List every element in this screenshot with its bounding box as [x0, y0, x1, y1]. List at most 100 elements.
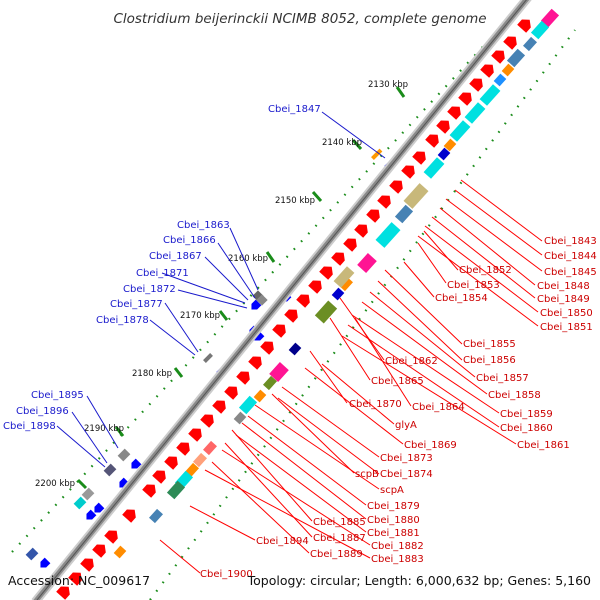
gene-label: scpA	[380, 485, 404, 496]
forward-gene-arrow	[122, 505, 140, 523]
gene-label: Cbei_1856	[463, 355, 516, 366]
gene-label: Cbei_1879	[367, 501, 420, 512]
gene-label: Cbei_1866	[163, 235, 216, 246]
gene-block	[339, 276, 353, 292]
gene-label: Cbei_1894	[256, 536, 309, 547]
forward-gene-arrow	[260, 337, 278, 355]
reverse-gene-arrow	[83, 509, 97, 523]
gene-block	[501, 63, 515, 77]
gene-label: Cbei_1869	[404, 440, 457, 451]
forward-gene-arrow	[152, 466, 170, 484]
gene-label: Cbei_1857	[476, 373, 529, 384]
gene-label: Cbei_1849	[537, 294, 590, 305]
gene-label: Cbei_1867	[149, 251, 202, 262]
forward-gene-arrow	[366, 205, 384, 223]
forward-gene-arrow	[517, 15, 535, 33]
gene-label: Cbei_1865	[371, 376, 424, 387]
gene-label: Cbei_1852	[459, 265, 512, 276]
forward-gene-arrow	[447, 102, 465, 120]
map-title: Clostridium beijerinckii NCIMB 8052, com…	[113, 11, 486, 27]
gene-block	[540, 8, 560, 28]
gene-label: Cbei_1862	[385, 356, 438, 367]
forward-gene-arrow	[272, 320, 290, 338]
gene-block	[449, 120, 471, 142]
gene-block	[193, 452, 207, 468]
gene-label: scpB	[355, 469, 379, 480]
gene-label: Cbei_1859	[500, 409, 553, 420]
forward-gene-arrow	[142, 480, 160, 498]
gene-block	[263, 375, 277, 391]
gene-block	[113, 545, 127, 559]
forward-gene-arrow	[458, 88, 476, 106]
gene-block	[233, 411, 247, 425]
forward-gene-arrow	[331, 248, 349, 266]
forward-gene-arrow	[412, 147, 430, 165]
forward-gene-arrow	[354, 220, 372, 238]
gene-block	[530, 20, 550, 40]
kbp-2200-label: 2200 kbp	[35, 479, 75, 489]
gene-block	[443, 138, 457, 152]
gene-block	[288, 342, 302, 356]
gene-block	[73, 496, 87, 510]
forward-gene-arrow	[436, 116, 454, 134]
forward-gene-arrow	[284, 305, 302, 323]
gene-block	[25, 547, 39, 561]
gene-label: Cbei_1885	[313, 517, 366, 528]
gene-block	[203, 353, 213, 363]
forward-gene-arrow	[343, 234, 361, 252]
forward-gene-arrow	[236, 367, 254, 385]
gene-block	[269, 362, 289, 382]
gene-block	[203, 440, 217, 456]
gene-block	[117, 448, 131, 462]
forward-gene-arrow	[164, 452, 182, 470]
reverse-gene-arrow	[37, 557, 51, 571]
gene-label: Cbei_1883	[371, 554, 424, 565]
gene-label: Cbei_1871	[136, 268, 189, 279]
gene-label: Cbei_1881	[367, 528, 420, 539]
gene-label: Cbei_1858	[488, 390, 541, 401]
gene-label: Cbei_1853	[447, 280, 500, 291]
gene-block	[81, 487, 95, 501]
kbp-2140-label: 2140 kbp	[322, 138, 362, 148]
gene-block	[314, 300, 338, 324]
gene-block	[523, 36, 537, 52]
forward-strand-features	[56, 8, 560, 600]
gene-label: Cbei_1848	[537, 281, 590, 292]
forward-gene-arrow	[248, 352, 266, 370]
gene-label: Cbei_1850	[540, 308, 593, 319]
red-gene-labels: Cbei_1843 Cbei_1844 Cbei_1845 Cbei_1852 …	[200, 236, 597, 580]
kbp-2180-label: 2180 kbp	[132, 369, 172, 379]
forward-gene-arrow	[200, 410, 218, 428]
gene-block	[493, 73, 507, 87]
gene-label: Cbei_1851	[540, 322, 593, 333]
kbp-tick-labels: 2130 kbp 2140 kbp 2150 kbp 2160 kbp 2170…	[35, 80, 408, 489]
gene-block	[331, 287, 345, 301]
gene-block	[506, 48, 526, 68]
gene-label: Cbei_1864	[412, 402, 465, 413]
forward-gene-arrow	[480, 60, 498, 78]
gene-label: Cbei_1874	[380, 469, 433, 480]
forward-gene-arrow	[503, 32, 521, 50]
forward-gene-arrow	[176, 438, 194, 456]
gene-block	[423, 157, 445, 179]
gene-label: Cbei_1860	[500, 423, 553, 434]
forward-gene-arrow	[425, 130, 443, 148]
forward-gene-arrow	[319, 262, 337, 280]
gene-block	[403, 183, 429, 209]
forward-gene-arrow	[104, 526, 122, 544]
gene-block	[437, 147, 451, 161]
gene-label: Cbei_1844	[544, 251, 597, 262]
gene-label: Cbei_1887	[313, 533, 366, 544]
gene-label: Cbei_1896	[16, 406, 69, 417]
gene-label: Cbei_1895	[31, 390, 84, 401]
forward-gene-arrow	[401, 161, 419, 179]
forward-gene-arrow	[389, 176, 407, 194]
gene-label: Cbei_1870	[349, 399, 402, 410]
gene-label: glyA	[395, 420, 417, 431]
blue-gene-labels: Cbei_1847 Cbei_1863 Cbei_1866 Cbei_1867 …	[3, 104, 321, 432]
gene-block	[149, 508, 163, 524]
gene-label: Cbei_1878	[96, 315, 149, 326]
kbp-2160-label: 2160 kbp	[228, 254, 268, 264]
forward-gene-arrow	[224, 382, 242, 400]
